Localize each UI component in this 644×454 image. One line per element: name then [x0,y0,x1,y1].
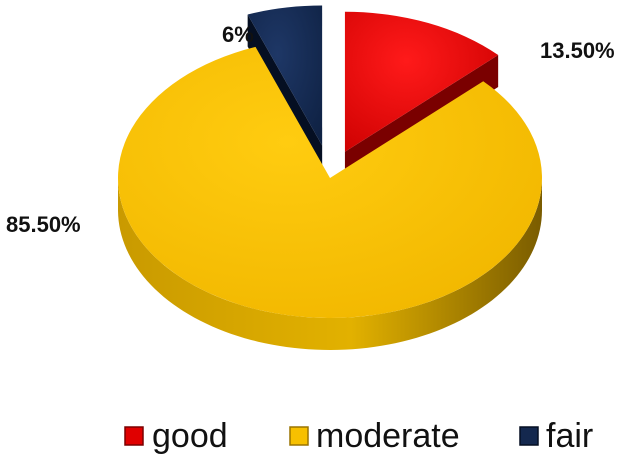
legend-swatch-moderate [289,426,309,446]
data-label-moderate: 85.50% [6,212,81,237]
legend: good moderate fair [124,417,593,454]
pie-side-moderate [118,178,542,350]
legend-swatch-good [124,426,144,446]
legend-label-fair: fair [546,417,593,454]
pie-slice-fair [247,5,323,146]
pie-slice-moderate [118,46,543,319]
legend-swatch-fair [519,426,539,446]
legend-label-good: good [152,417,228,454]
legend-label-moderate: moderate [316,417,460,454]
data-label-good: 13.50% [540,38,615,63]
data-label-fair: 6% [222,22,254,47]
pie-slice-good [344,11,499,152]
